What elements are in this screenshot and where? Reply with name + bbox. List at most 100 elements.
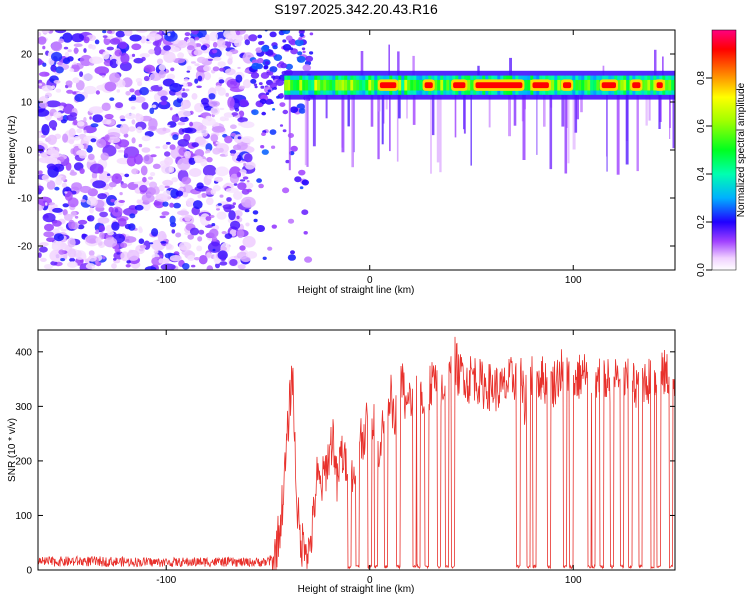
noise-blob	[202, 164, 217, 177]
transition-blob	[289, 47, 294, 51]
noise-blob	[134, 204, 144, 211]
noise-blob	[68, 139, 75, 145]
transition-blob	[298, 108, 306, 114]
transition-blob	[294, 39, 304, 47]
noise-blob	[61, 176, 66, 181]
transition-blob	[298, 37, 303, 41]
noise-blob	[175, 190, 184, 197]
noise-blob	[99, 232, 105, 240]
noise-blob	[44, 223, 54, 232]
noise-blob	[145, 41, 152, 44]
noise-blob	[162, 144, 168, 150]
noise-blob	[60, 229, 67, 232]
noise-blob	[138, 226, 143, 232]
noise-blob	[38, 252, 42, 258]
noise-blob	[104, 81, 117, 92]
noise-blob	[194, 257, 200, 261]
transition-blob	[285, 159, 290, 164]
signal-streak	[602, 65, 605, 76]
noise-blob	[133, 57, 144, 64]
noise-blob	[52, 127, 57, 131]
noise-blob	[41, 124, 50, 136]
noise-blob	[139, 244, 147, 249]
signal-band-core	[296, 79, 300, 91]
signal-streak	[654, 49, 657, 76]
signal-band-core	[584, 79, 588, 91]
transition-blob	[262, 256, 267, 260]
spectrogram-y-tick-label: 20	[21, 50, 33, 61]
noise-blob	[212, 41, 218, 48]
noise-blob	[42, 62, 47, 67]
noise-blob	[45, 180, 51, 182]
signal-band-core	[353, 79, 357, 91]
signal-band-core	[596, 79, 600, 91]
noise-blob	[170, 188, 179, 199]
transition-blob	[289, 106, 299, 113]
signal-streak	[470, 94, 472, 166]
signal-streak	[463, 94, 465, 130]
noise-blob	[109, 97, 115, 101]
transition-blob	[253, 83, 258, 86]
noise-blob	[39, 71, 50, 77]
transition-blob	[304, 256, 313, 263]
signal-streak	[454, 94, 457, 138]
noise-blob	[171, 229, 176, 234]
noise-blob	[236, 229, 245, 238]
transition-blob	[251, 62, 261, 70]
noise-blob	[38, 108, 50, 117]
signal-streak	[572, 94, 576, 150]
noise-blob	[39, 246, 48, 253]
noise-blob	[205, 115, 212, 121]
transition-blob	[269, 66, 278, 73]
signal-streak	[396, 94, 399, 162]
signal-streak	[377, 94, 381, 112]
snr-series-layer	[38, 336, 675, 570]
noise-blob	[225, 92, 229, 97]
noise-blob	[198, 229, 205, 235]
noise-blob	[38, 31, 42, 37]
transition-blob	[278, 94, 284, 98]
noise-blob	[158, 258, 164, 264]
transition-blob	[260, 145, 265, 149]
noise-blob	[64, 51, 70, 58]
transition-blob	[296, 55, 306, 63]
noise-blob	[223, 30, 235, 39]
noise-blob	[62, 133, 69, 143]
signal-band-core	[551, 79, 555, 91]
noise-blob	[101, 119, 112, 125]
noise-blob	[42, 45, 46, 50]
transition-blob	[282, 30, 291, 35]
signal-peak-inner	[632, 82, 641, 89]
noise-blob	[201, 129, 208, 137]
transition-blob	[256, 178, 262, 183]
transition-blob	[271, 75, 276, 79]
signal-band-core	[335, 79, 339, 91]
noise-blob	[189, 227, 200, 236]
transition-blob	[305, 55, 314, 62]
noise-blob	[180, 92, 188, 98]
noise-blob	[38, 144, 45, 153]
noise-blob	[153, 201, 162, 206]
noise-blob	[65, 162, 72, 171]
noise-blob	[141, 135, 151, 142]
noise-blob	[158, 70, 166, 79]
transition-blob	[267, 246, 273, 251]
noise-blob	[102, 35, 108, 38]
noise-blob	[158, 184, 165, 192]
noise-blob	[230, 220, 241, 230]
signal-streak	[513, 94, 517, 126]
noise-blob	[149, 107, 155, 115]
noise-blob	[211, 125, 226, 133]
signal-streak	[397, 51, 400, 76]
transition-blob	[253, 218, 258, 223]
noise-blob	[72, 77, 80, 84]
noise-blob	[41, 30, 50, 34]
transition-blob	[257, 57, 264, 64]
colorbar-tick-label: 0.4	[696, 167, 707, 181]
signal-peak-inner	[424, 82, 433, 89]
noise-blob	[68, 219, 76, 230]
noise-blob	[186, 65, 192, 71]
noise-blob	[164, 151, 171, 157]
noise-blob	[125, 264, 131, 268]
